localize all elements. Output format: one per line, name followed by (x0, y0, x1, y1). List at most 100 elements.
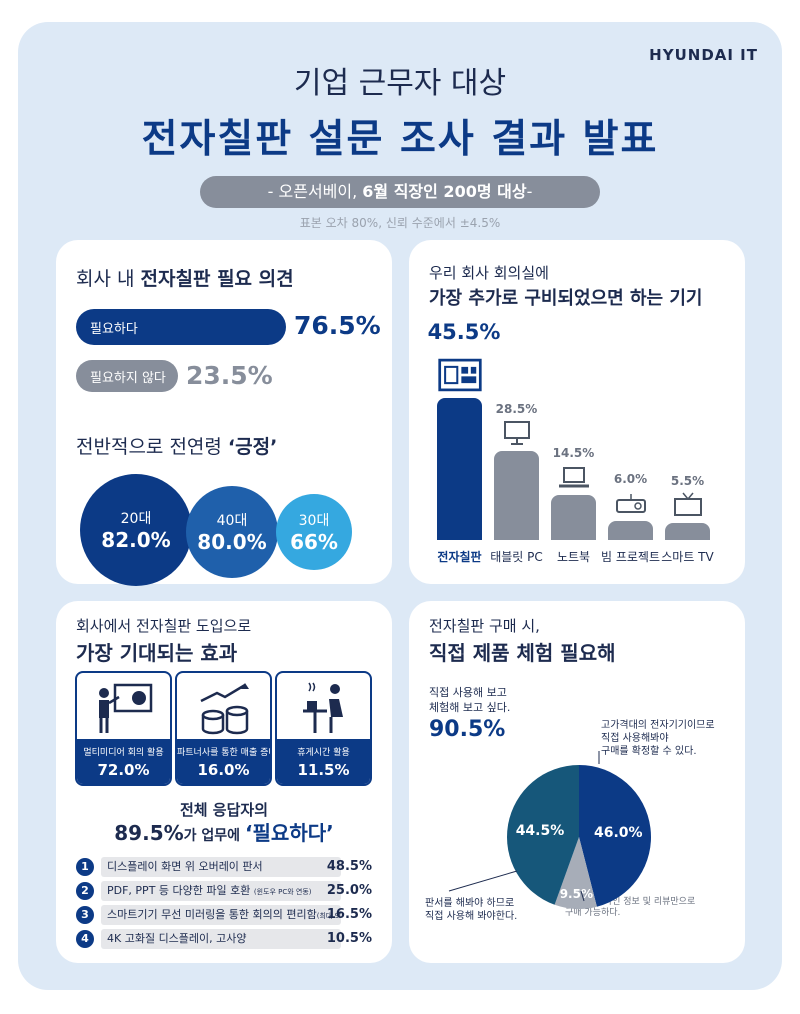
bar-2 (551, 494, 596, 540)
laptop-icon (558, 466, 589, 488)
bar-3 (608, 521, 653, 540)
age-title: 전반적으로 전연령 ‘긍정’ (76, 432, 277, 459)
monitor-icon (503, 420, 530, 445)
effect-band: 파트너사를 통한 매출 증대 16.0% (177, 739, 270, 784)
pie-slice-2 (507, 765, 579, 905)
brand-logo: HYUNDAI IT (649, 46, 758, 64)
total-quote: ‘필요하다’ (244, 821, 334, 845)
need-yes-pct: 76.5% (294, 311, 381, 340)
ann-left: 판서를 해봐야 하므로 직접 사용해 봐야한다. (425, 897, 517, 923)
feature-text: PDF, PPT 등 다양한 파일 호환 (107, 884, 254, 897)
total-line2: 89.5%가 업무에 ‘필요하다’ (56, 817, 392, 846)
effect-box-sales: 파트너사를 통한 매출 증대 16.0% (175, 671, 272, 786)
feature-text: 스마트기기 무선 미러링을 통한 회의의 편리함 (107, 908, 317, 921)
age-circle-30s: 30대 66% (276, 494, 352, 570)
effect-pct: 72.0% (97, 761, 150, 779)
age-label: 40대 (216, 513, 248, 529)
feature-pct: 16.5% (326, 907, 372, 922)
feature-pct: 48.5% (326, 859, 372, 874)
effect-label: 멀티미디어 회의 활용 (83, 748, 164, 758)
effect-box-multimedia: 멀티미디어 회의 활용 72.0% (75, 671, 172, 786)
feature-pct: 10.5% (326, 931, 372, 946)
feature-text: 디스플레이 화면 위 오버레이 판서 (107, 860, 263, 873)
ann-right: 아니다. 온라인 정보 및 리뷰만으로 구매 가능하다. (565, 897, 695, 919)
device-title-line2: 가장 추가로 구비되었으면 하는 기기 (429, 288, 703, 309)
bar-category-label: 노트북 (556, 550, 591, 564)
feature-num: 3 (76, 906, 94, 924)
ann-top: 고가격대의 전자기기이므로 직접 사용해봐야 구매를 확정할 수 있다. (601, 719, 715, 758)
age-title-regular: 전반적으로 전연령 (76, 436, 228, 458)
effect-label: 휴게시간 활용 (297, 748, 350, 758)
need-no-pct: 23.5% (186, 361, 273, 390)
bar-category-label: 전자칠판 (437, 550, 482, 564)
feature-pct: 25.0% (326, 883, 372, 898)
title-line-1: 기업 근무자 대상 (293, 66, 507, 101)
feature-num: 1 (76, 858, 94, 876)
subtitle-pre: - 오픈서베이, (267, 182, 363, 201)
feature-label: PDF, PPT 등 다양한 파일 호환 (윈도우 PC와 연동) (101, 881, 341, 901)
ann-right-2: 구매 가능하다. (565, 908, 621, 918)
effect-pct: 16.0% (197, 761, 250, 779)
feature-note: (윈도우 PC와 연동) (253, 888, 312, 896)
age-circle-40s: 40대 80.0% (186, 486, 278, 578)
age-pct: 82.0% (101, 528, 171, 552)
pie-slice-label: 44.5% (516, 823, 565, 839)
effect-band: 휴게시간 활용 11.5% (277, 739, 370, 784)
ann-top-2: 직접 사용해봐야 (601, 733, 669, 744)
coins-icon (200, 683, 249, 735)
pie-slice-label: 46.0% (594, 825, 643, 841)
effect-title-line1: 회사에서 전자칠판 도입으로 (76, 617, 252, 635)
total-line1: 전체 응답자의 (179, 801, 269, 819)
age-circle-20s: 20대 82.0% (80, 474, 192, 586)
bar-4 (665, 522, 710, 540)
rest-icon (303, 682, 343, 733)
subtitle-pill: - 오픈서베이, 6월 직장인 200명 대상- (200, 176, 600, 208)
total-mid: 가 업무에 (183, 828, 245, 844)
trial-title-line1: 전자칠판 구매 시, (429, 617, 540, 635)
bar-1 (494, 450, 539, 540)
effect-title-line2: 가장 기대되는 효과 (76, 641, 238, 665)
need-title: 회사 내 전자칠판 필요 의견 (76, 264, 294, 291)
ann-top-3: 구매를 확정할 수 있다. (601, 746, 697, 757)
age-label: 30대 (298, 513, 330, 529)
feature-row: 2 PDF, PPT 등 다양한 파일 호환 (윈도우 PC와 연동) 25.0… (76, 881, 372, 901)
trial-card: 전자칠판 구매 시, 직접 제품 체험 필요해 직접 사용해 보고 체험해 보고… (409, 601, 745, 963)
want-pct: 90.5% (429, 717, 506, 742)
tv-icon (673, 492, 702, 516)
subtitle-post: - (526, 182, 533, 201)
effect-label: 파트너사를 통한 매출 증대 (177, 748, 272, 758)
page-title: 전자칠판 설문 조사 결과 발표 (141, 117, 659, 162)
want-text-2: 체험해 보고 싶다. (429, 701, 511, 714)
ann-right-1: 아니다. 온라인 정보 및 리뷰만으로 (565, 897, 696, 907)
bar-category-label: 태블릿 PC (490, 550, 543, 564)
bar-value-label: 14.5% (552, 445, 595, 460)
effect-pct: 11.5% (297, 761, 350, 779)
bar-0 (437, 397, 482, 540)
projector-icon (615, 494, 646, 514)
feature-note: (최대 9대) (316, 912, 341, 920)
feature-text: 4K 고화질 디스플레이, 고사양 (107, 932, 247, 945)
device-title-line1: 우리 회사 회의실에 (429, 264, 549, 282)
want-text-1: 직접 사용해 보고 (429, 686, 507, 699)
need-title-bold: 전자칠판 필요 의견 (140, 268, 294, 290)
age-title-bold: ‘긍정’ (227, 436, 278, 458)
need-no-label: 필요하지 않다 (90, 370, 166, 386)
bar-category-label: 빔 프로젝트 (600, 550, 660, 564)
subtitle-bold: 6월 직장인 200명 대상 (362, 182, 527, 201)
want-text: 직접 사용해 보고 체험해 보고 싶다. (429, 685, 510, 715)
need-yes-bar: 필요하다 (76, 309, 286, 345)
bar-category-label: 스마트 TV (661, 550, 714, 564)
need-yes-label: 필요하다 (90, 321, 138, 337)
bar-value-label: 5.5% (670, 473, 705, 488)
need-title-regular: 회사 내 (76, 268, 141, 290)
effect-card: 회사에서 전자칠판 도입으로 가장 기대되는 효과 멀티미디어 회의 활용 72… (56, 601, 392, 963)
need-no-bar: 필요하지 않다 (76, 360, 178, 392)
presentation-icon (99, 683, 153, 733)
ann-left-1: 판서를 해봐야 하므로 (425, 898, 515, 909)
feature-num: 2 (76, 882, 94, 900)
total-pct: 89.5% (114, 821, 184, 845)
bar-value-label: 28.5% (495, 401, 538, 416)
feature-num: 4 (76, 930, 94, 948)
feature-label: 스마트기기 무선 미러링을 통한 회의의 편리함(최대 9대) (101, 905, 341, 925)
leader-line (448, 870, 518, 892)
